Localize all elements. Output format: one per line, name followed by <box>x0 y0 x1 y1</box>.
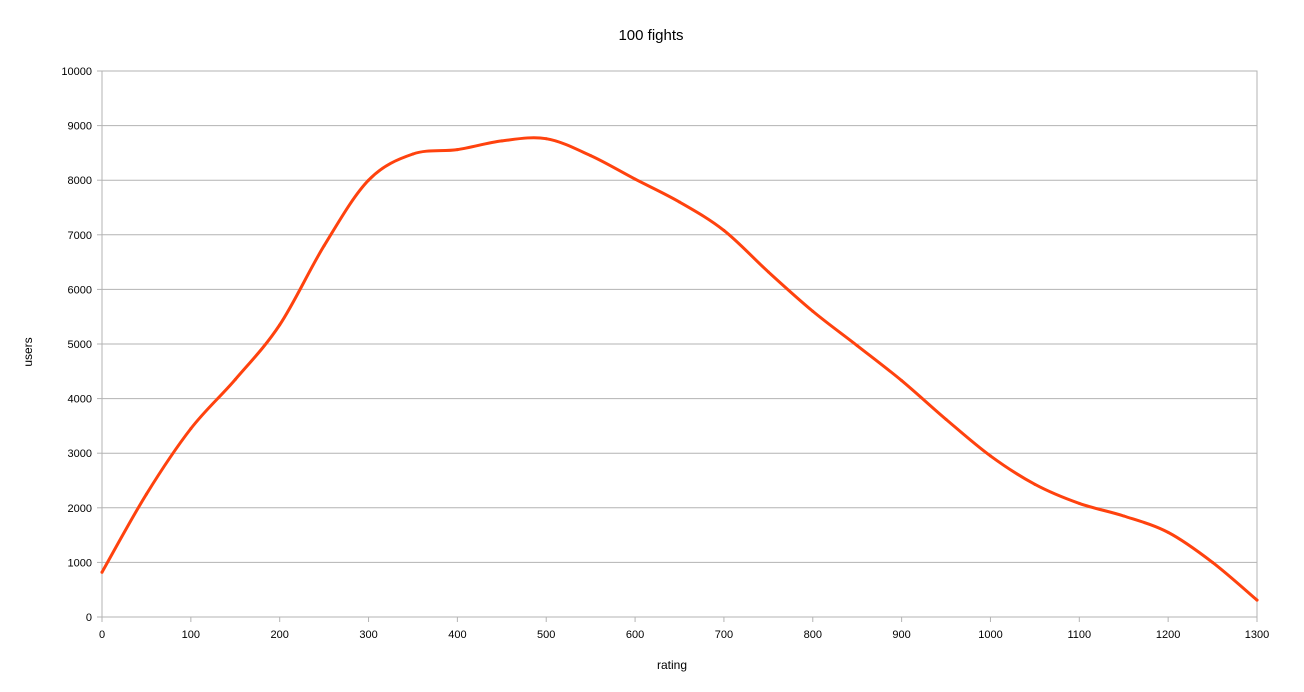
xtick-label: 700 <box>715 629 733 641</box>
xtick-label: 0 <box>99 629 105 641</box>
y-axis-ticks: 0 1000 2000 3000 4000 5000 6000 7000 8000 9000 100… <box>61 66 102 624</box>
data-point <box>500 139 504 143</box>
data-point <box>1211 560 1215 564</box>
ytick-label: 8000 <box>68 175 92 187</box>
data-point <box>1033 482 1037 486</box>
data-point <box>1077 501 1081 505</box>
xtick-label: 300 <box>359 629 377 641</box>
xtick-label: 800 <box>804 629 822 641</box>
xtick-label: 200 <box>271 629 289 641</box>
data-point <box>189 427 193 431</box>
series-points-0 <box>100 137 1259 602</box>
data-point <box>100 570 104 574</box>
gridlines <box>102 70 1257 618</box>
xtick-label: 1300 <box>1245 629 1269 641</box>
data-point <box>144 492 148 496</box>
series-line-0 <box>100 136 1259 602</box>
data-point <box>1255 598 1259 602</box>
data-point <box>811 309 815 313</box>
data-point <box>278 323 282 327</box>
data-point <box>633 177 637 181</box>
data-point <box>766 270 770 274</box>
x-axis-label: rating <box>657 658 687 672</box>
y-axis-label: users <box>21 337 35 366</box>
xtick-label: 600 <box>626 629 644 641</box>
data-point <box>322 244 326 248</box>
xtick-label: 400 <box>448 629 466 641</box>
data-point <box>678 200 681 204</box>
data-point <box>722 228 726 232</box>
ytick-label: 5000 <box>68 339 92 351</box>
ytick-label: 7000 <box>68 230 92 242</box>
data-point <box>455 148 459 152</box>
xtick-label: 1100 <box>1067 629 1091 641</box>
xtick-label: 100 <box>182 629 200 641</box>
x-axis-ticks: 0 100 200 300 400 500 600 700 800 900 1000 1100 1200… <box>99 617 1269 641</box>
ytick-label: 3000 <box>68 448 92 460</box>
data-point <box>855 344 859 348</box>
data-point <box>944 417 948 421</box>
data-point <box>544 137 548 141</box>
data-point <box>988 454 992 458</box>
ytick-label: 6000 <box>68 284 92 296</box>
ytick-label: 1000 <box>68 557 92 569</box>
ytick-label: 10000 <box>61 66 92 78</box>
ytick-label: 0 <box>86 612 92 624</box>
data-point <box>367 178 371 182</box>
ytick-label: 4000 <box>68 394 92 406</box>
data-point <box>411 152 415 156</box>
xtick-label: 500 <box>537 629 555 641</box>
xtick-label: 900 <box>892 629 910 641</box>
data-point <box>900 379 904 383</box>
data-point <box>1122 514 1126 518</box>
data-point <box>1166 530 1170 534</box>
xtick-label: 1000 <box>978 629 1002 641</box>
series-layer <box>100 136 1259 602</box>
data-point <box>589 154 593 158</box>
ytick-label: 2000 <box>68 503 92 515</box>
chart-title: 100 fights <box>618 27 683 44</box>
data-point <box>233 377 237 381</box>
xtick-label: 1200 <box>1156 629 1180 641</box>
ytick-label: 9000 <box>68 121 92 133</box>
